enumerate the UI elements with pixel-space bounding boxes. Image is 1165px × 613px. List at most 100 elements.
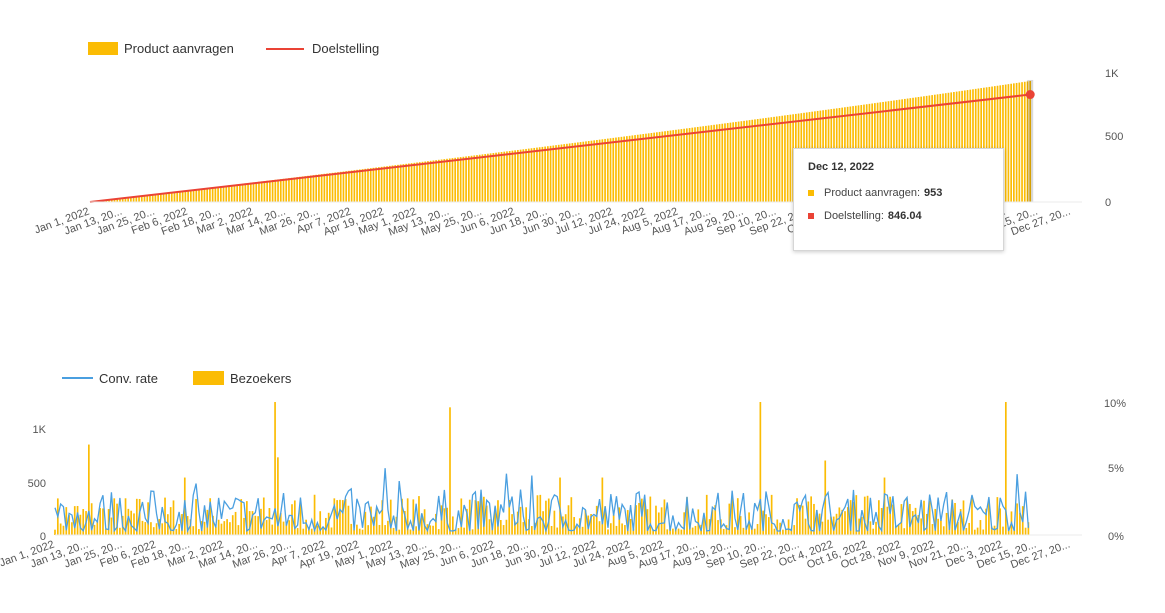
bar-product-aanvragen[interactable] xyxy=(249,182,252,202)
legend-swatch-bezoekers[interactable] xyxy=(193,371,224,385)
bar-bezoekers[interactable] xyxy=(488,519,491,535)
bar-bezoekers[interactable] xyxy=(124,498,127,535)
bar-product-aanvragen[interactable] xyxy=(1021,82,1023,202)
bar-product-aanvragen[interactable] xyxy=(748,120,751,202)
bar-product-aanvragen[interactable] xyxy=(702,126,705,202)
bar-bezoekers[interactable] xyxy=(906,498,908,535)
bar-bezoekers[interactable] xyxy=(102,508,104,535)
bar-product-aanvragen[interactable] xyxy=(677,129,680,202)
bar-product-aanvragen[interactable] xyxy=(514,150,516,202)
bar-product-aanvragen[interactable] xyxy=(525,148,527,202)
bar-bezoekers[interactable] xyxy=(223,521,226,535)
bar-bezoekers[interactable] xyxy=(429,525,432,535)
legend-label-bezoekers[interactable]: Bezoekers xyxy=(230,371,292,386)
bar-bezoekers[interactable] xyxy=(392,527,395,535)
bar-product-aanvragen[interactable] xyxy=(288,178,290,202)
bar-bezoekers[interactable] xyxy=(76,505,79,535)
bar-product-aanvragen[interactable] xyxy=(258,181,260,202)
bar-product-aanvragen[interactable] xyxy=(154,194,157,202)
bar-bezoekers[interactable] xyxy=(680,529,683,535)
bar-bezoekers[interactable] xyxy=(990,526,993,535)
bar-bezoekers[interactable] xyxy=(381,500,384,535)
bar-bezoekers[interactable] xyxy=(68,515,70,535)
bar-bezoekers[interactable] xyxy=(499,520,502,535)
bar-bezoekers[interactable] xyxy=(968,522,970,535)
bar-product-aanvragen[interactable] xyxy=(260,181,263,202)
bar-bezoekers[interactable] xyxy=(765,514,767,535)
bar-bezoekers[interactable] xyxy=(152,527,155,535)
bar-bezoekers[interactable] xyxy=(485,505,488,535)
bar-product-aanvragen[interactable] xyxy=(361,169,364,202)
bar-product-aanvragen[interactable] xyxy=(699,126,702,202)
bar-product-aanvragen[interactable] xyxy=(696,126,699,202)
bar-bezoekers[interactable] xyxy=(322,527,324,535)
bar-product-aanvragen[interactable] xyxy=(138,196,140,202)
bar-product-aanvragen[interactable] xyxy=(320,174,323,202)
bar-product-aanvragen[interactable] xyxy=(478,154,481,202)
bar-product-aanvragen[interactable] xyxy=(225,185,228,202)
bar-product-aanvragen[interactable] xyxy=(770,117,773,202)
bar-product-aanvragen[interactable] xyxy=(473,155,476,202)
bar-bezoekers[interactable] xyxy=(387,520,389,535)
bar-bezoekers[interactable] xyxy=(73,506,76,535)
bar-product-aanvragen[interactable] xyxy=(146,195,149,202)
bar-bezoekers[interactable] xyxy=(593,516,595,535)
bar-product-aanvragen[interactable] xyxy=(252,182,255,202)
bar-bezoekers[interactable] xyxy=(483,496,485,535)
bar-bezoekers[interactable] xyxy=(728,503,731,535)
bar-bezoekers[interactable] xyxy=(313,494,316,535)
bar-product-aanvragen[interactable] xyxy=(241,183,244,202)
bar-bezoekers[interactable] xyxy=(333,498,336,535)
bar-bezoekers[interactable] xyxy=(299,503,302,535)
bar-product-aanvragen[interactable] xyxy=(680,129,683,202)
bar-product-aanvragen[interactable] xyxy=(337,172,339,202)
bar-bezoekers[interactable] xyxy=(243,517,245,535)
bar-bezoekers[interactable] xyxy=(734,527,736,535)
bar-bezoekers[interactable] xyxy=(220,523,223,535)
bar-bezoekers[interactable] xyxy=(892,504,894,535)
bar-product-aanvragen[interactable] xyxy=(609,138,612,202)
bar-bezoekers[interactable] xyxy=(508,499,511,535)
bar-bezoekers[interactable] xyxy=(909,503,911,535)
bar-product-aanvragen[interactable] xyxy=(718,124,721,202)
bar-product-aanvragen[interactable] xyxy=(151,194,154,202)
bar-bezoekers[interactable] xyxy=(144,522,147,535)
bar-bezoekers[interactable] xyxy=(810,496,812,535)
bar-product-aanvragen[interactable] xyxy=(391,165,394,203)
bar-bezoekers[interactable] xyxy=(618,507,621,535)
bar-bezoekers[interactable] xyxy=(497,500,499,535)
bar-product-aanvragen[interactable] xyxy=(729,122,732,202)
bar-product-aanvragen[interactable] xyxy=(751,119,754,202)
bar-product-aanvragen[interactable] xyxy=(786,115,789,202)
bar-bezoekers[interactable] xyxy=(257,516,259,535)
bar-product-aanvragen[interactable] xyxy=(604,138,606,202)
bar-product-aanvragen[interactable] xyxy=(348,170,350,202)
bar-bezoekers[interactable] xyxy=(954,502,956,535)
bar-product-aanvragen[interactable] xyxy=(557,144,560,202)
bar-bezoekers[interactable] xyxy=(742,527,745,535)
bar-bezoekers[interactable] xyxy=(231,515,234,535)
bar-bezoekers[interactable] xyxy=(641,498,643,535)
bar-bezoekers[interactable] xyxy=(739,516,742,535)
bar-bezoekers[interactable] xyxy=(271,524,274,535)
bar-product-aanvragen[interactable] xyxy=(121,198,124,202)
bar-bezoekers[interactable] xyxy=(401,498,403,535)
bar-bezoekers[interactable] xyxy=(601,477,604,535)
bar-product-aanvragen[interactable] xyxy=(745,120,748,202)
bar-product-aanvragen[interactable] xyxy=(620,136,623,202)
bar-bezoekers[interactable] xyxy=(550,526,553,535)
bar-bezoekers[interactable] xyxy=(59,523,62,536)
bar-product-aanvragen[interactable] xyxy=(530,148,533,202)
bar-bezoekers[interactable] xyxy=(937,518,939,535)
bar-product-aanvragen[interactable] xyxy=(789,114,792,202)
bar-bezoekers[interactable] xyxy=(248,511,251,535)
bar-bezoekers[interactable] xyxy=(339,499,341,535)
bar-product-aanvragen[interactable] xyxy=(726,123,729,202)
bar-bezoekers[interactable] xyxy=(632,528,635,535)
bar-bezoekers[interactable] xyxy=(801,505,804,535)
bar-bezoekers[interactable] xyxy=(99,508,101,535)
bar-bezoekers[interactable] xyxy=(844,511,846,535)
bar-product-aanvragen[interactable] xyxy=(378,167,380,202)
bar-product-aanvragen[interactable] xyxy=(427,161,429,202)
bar-bezoekers[interactable] xyxy=(962,500,965,535)
